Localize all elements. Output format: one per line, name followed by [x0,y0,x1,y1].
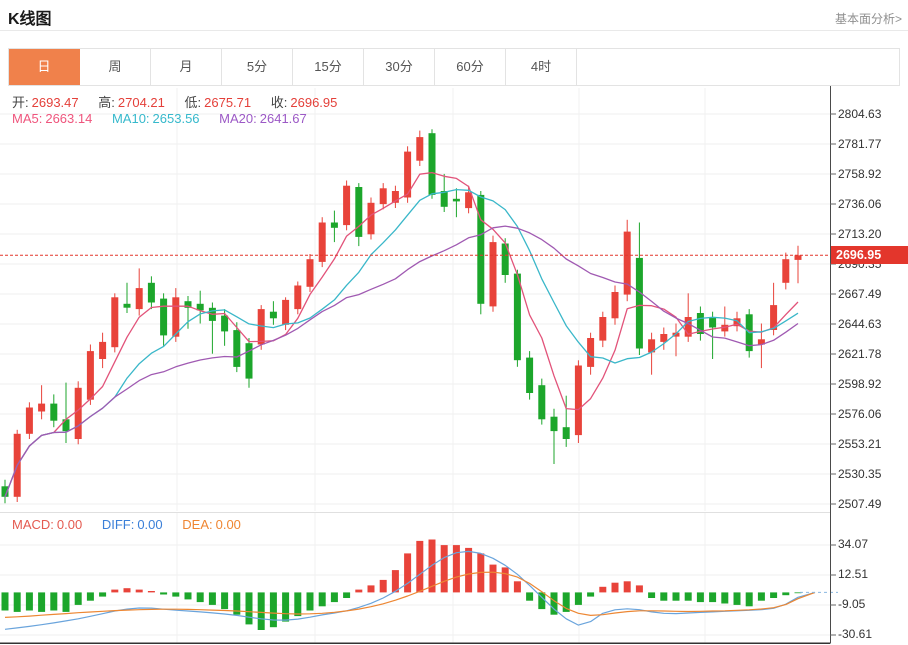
close-value: 2696.95 [290,95,338,110]
page-title: K线图 [8,11,52,28]
macd-readout: MACD: 0.00 DIFF: 0.00 DEA: 0.00 [12,517,244,532]
interval-tab-bar: 日周月 5分 15分 30分 60分 4时 [8,48,900,86]
ma-readout: MA5: 2663.14 MA10: 2653.56 MA20: 2641.67 [12,111,310,126]
macd-value: 0.00 [56,517,83,532]
price-tick-label: 2621.78 [838,346,882,361]
price-tick-label: 2804.63 [838,106,882,121]
price-tick-label: 2736.06 [838,196,882,211]
macd-tick-label: -9.05 [838,597,866,612]
high-label: 高: [98,95,115,110]
macd-chart[interactable] [0,512,845,645]
close-label: 收: [270,95,288,110]
price-tick-label: 2576.06 [838,406,882,421]
price-tick-label: 2667.49 [838,286,882,301]
header-divider [0,30,908,31]
ma5-value: 2663.14 [45,111,93,126]
open-label: 开: [12,95,29,110]
macd-tick-label: -30.61 [838,627,873,642]
macd-tick-label: 12.51 [838,567,869,582]
candlestick-chart[interactable] [0,86,845,512]
dea-label: DEA: [182,517,213,532]
high-value: 2704.21 [117,95,165,110]
dea-value: 0.00 [215,517,241,532]
low-value: 2675.71 [204,95,252,110]
tab-30分[interactable]: 30分 [364,49,435,85]
diff-label: DIFF: [101,517,135,532]
tab-60分[interactable]: 60分 [435,49,506,85]
tab-5分[interactable]: 5分 [222,49,293,85]
price-tick-label: 2507.49 [838,496,882,511]
diff-value: 0.00 [137,517,163,532]
price-tick-label: 2553.21 [838,436,882,451]
ma5-label: MA5: [12,111,43,126]
price-tick-label: 2530.35 [838,466,882,481]
price-tick-label: 2644.63 [838,316,882,331]
open-value: 2693.47 [31,95,79,110]
ma10-label: MA10: [111,111,150,126]
tab-周[interactable]: 周 [80,49,151,85]
tab-日[interactable]: 日 [9,49,80,85]
ma20-label: MA20: [219,111,257,126]
tab-4时[interactable]: 4时 [506,49,577,85]
current-price-badge: 2696.95 [831,246,908,265]
price-tick-label: 2781.77 [838,136,882,151]
tab-15分[interactable]: 15分 [293,49,364,85]
ma20-value: 2641.67 [259,111,307,126]
price-tick-label: 2598.92 [838,376,882,391]
ohlc-readout: 开: 2693.47 高: 2704.21 低: 2675.71 收: 2696.95 [12,92,340,111]
ma10-value: 2653.56 [152,111,200,126]
low-label: 低: [184,95,202,110]
fundamental-analysis-link[interactable]: 基本面分析> [834,12,902,26]
macd-tick-label: 34.07 [838,537,869,552]
macd-label: MACD: [12,517,54,532]
price-axis: 2696.95 2804.63 2781.77 2758.92 2736.06 2713… [831,0,908,645]
price-tick-label: 2758.92 [838,166,882,181]
price-tick-label: 2713.20 [838,226,882,241]
tab-月[interactable]: 月 [151,49,222,85]
